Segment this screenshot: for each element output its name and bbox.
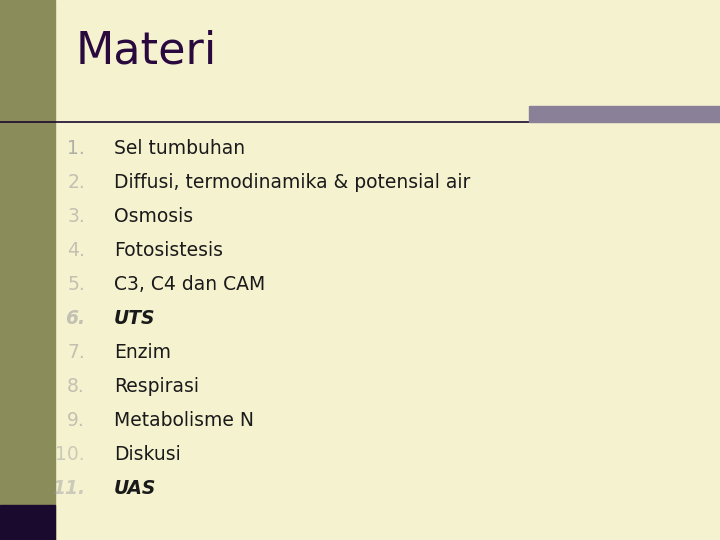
Bar <box>529 106 720 122</box>
Text: Diskusi: Diskusi <box>114 445 181 464</box>
Text: 1.: 1. <box>67 139 85 158</box>
Text: C3, C4 dan CAM: C3, C4 dan CAM <box>114 275 265 294</box>
Text: Sel tumbuhan: Sel tumbuhan <box>114 139 245 158</box>
Bar <box>0 0 55 540</box>
Text: 6.: 6. <box>65 309 85 328</box>
Text: Respirasi: Respirasi <box>114 377 199 396</box>
Text: 2.: 2. <box>67 173 85 192</box>
Text: 3.: 3. <box>67 207 85 226</box>
Text: Materi: Materi <box>76 30 217 73</box>
Text: 9.: 9. <box>67 411 85 430</box>
Text: 4.: 4. <box>67 241 85 260</box>
Text: UAS: UAS <box>114 479 156 498</box>
Text: UTS: UTS <box>114 309 156 328</box>
Text: Fotosistesis: Fotosistesis <box>114 241 222 260</box>
Text: 11.: 11. <box>52 479 85 498</box>
Text: Osmosis: Osmosis <box>114 207 193 226</box>
Text: 10.: 10. <box>55 445 85 464</box>
Text: Diffusi, termodinamika & potensial air: Diffusi, termodinamika & potensial air <box>114 173 470 192</box>
Bar <box>0 505 55 540</box>
Text: 8.: 8. <box>67 377 85 396</box>
Text: 5.: 5. <box>67 275 85 294</box>
Text: Metabolisme N: Metabolisme N <box>114 411 253 430</box>
Text: 7.: 7. <box>67 343 85 362</box>
Text: Enzim: Enzim <box>114 343 171 362</box>
